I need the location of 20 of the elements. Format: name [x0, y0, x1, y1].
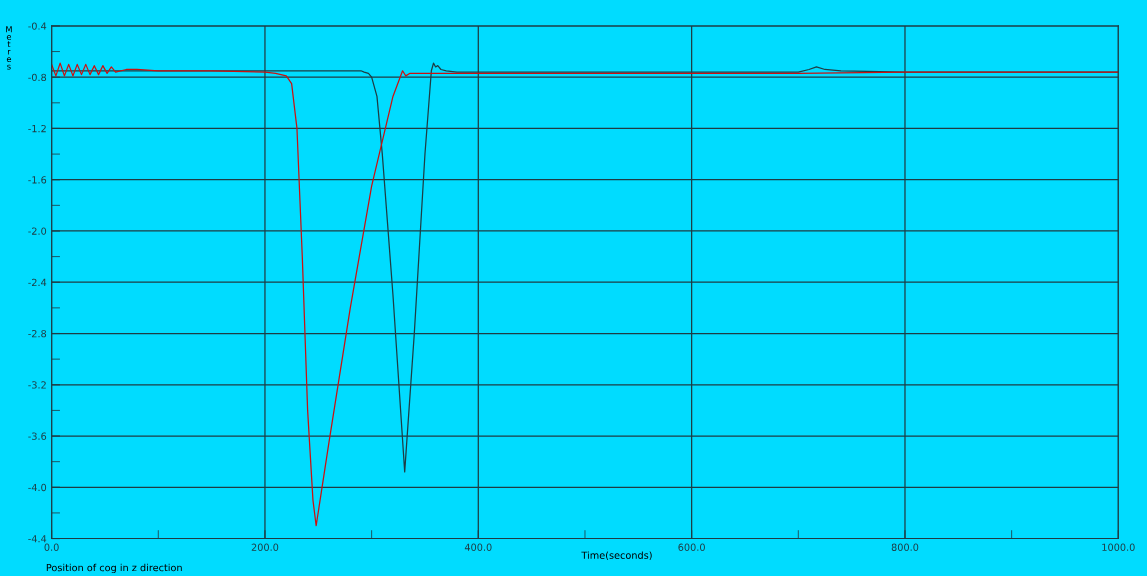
x-tick-label: 800.0	[891, 543, 919, 551]
y-tick-label: -4.0	[28, 483, 47, 492]
x-tick-label: 0.0	[44, 543, 59, 551]
y-tick-label: -2.0	[28, 227, 47, 235]
y-tick-label: -0.8	[28, 73, 47, 82]
text: Position of cog in z direction	[46, 563, 182, 574]
y-tick-label: -0.4	[28, 22, 47, 30]
x-tick-label: 600.0	[678, 543, 705, 551]
y-tick-label: -4.4	[28, 535, 47, 543]
x-axis-title: Time(seconds)	[581, 551, 652, 561]
x-tick-label: 200.0	[251, 543, 279, 551]
x-tick-label: 1000.0	[1102, 543, 1135, 551]
y-axis-title: Metres	[6, 26, 12, 70]
y-tick-label: -3.2	[28, 381, 46, 389]
x-tick-label: 400.0	[464, 543, 492, 551]
y-tick-label: -3.6	[28, 432, 47, 440]
y-tick-label: -1.2	[28, 124, 46, 133]
y-tick-label: -2.8	[28, 329, 47, 338]
y-tick-label: -2.4	[28, 278, 47, 286]
y-tick-label: -1.6	[28, 176, 47, 184]
